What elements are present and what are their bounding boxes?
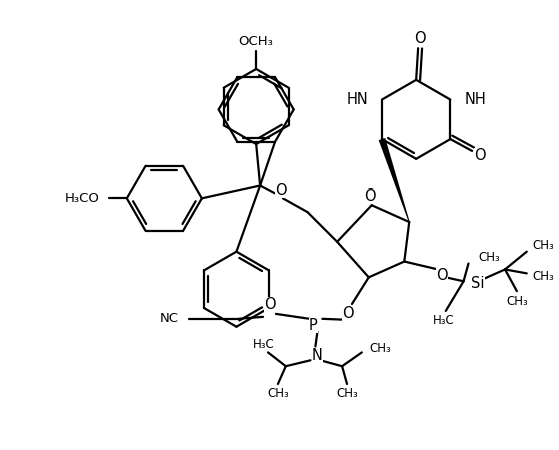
Text: CH₃: CH₃ xyxy=(479,251,500,264)
Text: CH₃: CH₃ xyxy=(267,387,289,400)
Text: O: O xyxy=(342,306,354,321)
Text: O: O xyxy=(436,268,448,283)
Text: CH₃: CH₃ xyxy=(506,295,528,307)
Text: NC: NC xyxy=(160,312,179,325)
Text: H₃C: H₃C xyxy=(433,314,454,327)
Text: H₃C: H₃C xyxy=(253,338,275,351)
Text: O: O xyxy=(414,31,426,46)
Polygon shape xyxy=(378,138,410,222)
Text: H₃CO: H₃CO xyxy=(64,192,99,205)
Text: CH₃: CH₃ xyxy=(369,342,391,355)
Text: O: O xyxy=(474,148,486,163)
Text: N: N xyxy=(312,348,323,363)
Text: NH: NH xyxy=(464,92,486,107)
Text: O: O xyxy=(364,188,376,203)
Text: Si: Si xyxy=(471,276,485,291)
Text: CH₃: CH₃ xyxy=(533,239,555,252)
Text: P: P xyxy=(309,318,318,333)
Text: O: O xyxy=(264,297,276,311)
Text: O: O xyxy=(364,189,376,204)
Text: O: O xyxy=(275,183,287,198)
Text: OCH₃: OCH₃ xyxy=(239,35,273,48)
Text: HN: HN xyxy=(347,92,368,107)
Text: CH₃: CH₃ xyxy=(533,270,555,283)
Text: CH₃: CH₃ xyxy=(336,387,358,400)
